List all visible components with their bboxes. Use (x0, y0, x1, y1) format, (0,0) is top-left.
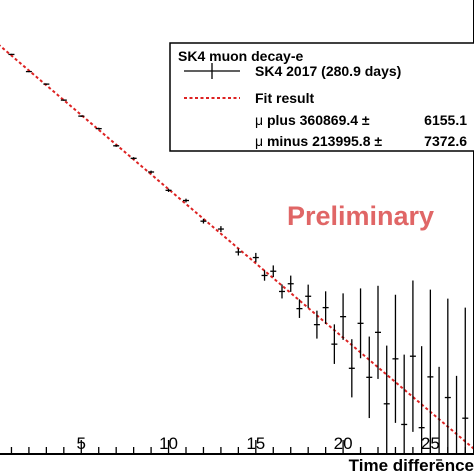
x-tick-label: 10 (159, 434, 178, 453)
mu-minus-text: minus 213995.8 ± (263, 133, 382, 149)
x-tick-label: 25 (421, 434, 440, 453)
legend-box (169, 42, 474, 152)
legend-entry-fit: Fit result (184, 90, 314, 106)
fit-curve-layer (0, 44, 474, 450)
mu-plus-text: plus 360869.4 ± (263, 112, 370, 128)
preliminary-annotation: Preliminary (287, 201, 434, 231)
legend-mu-plus: μ plus 360869.4 ± (255, 112, 370, 128)
x-axis-title: Time difference (349, 456, 474, 474)
fit-curve (0, 44, 474, 450)
legend-fit-label: Fit result (255, 90, 314, 106)
x-axis-ticks: 5 10 15 20 25 (10, 434, 466, 454)
legend-title: SK4 muon decay-e (178, 48, 303, 64)
data-points-layer (8, 53, 469, 461)
mu-minus-symbol: μ (255, 133, 263, 149)
legend-mu-minus-error: 7372.6 (424, 133, 467, 149)
legend-data-label: SK4 2017 (280.9 days) (255, 63, 401, 79)
legend-mu-plus-error: 6155.1 (424, 112, 467, 128)
x-tick-label: 20 (334, 434, 353, 453)
legend-mu-minus: μ minus 213995.8 ± (255, 133, 382, 149)
plot-frame (0, 0, 474, 455)
x-tick-label: 15 (246, 434, 265, 453)
mu-plus-symbol: μ (255, 112, 263, 128)
legend: SK4 muon decay-e SK4 2017 (280.9 days) F… (169, 42, 474, 152)
legend-entry-data: SK4 2017 (280.9 days) (184, 63, 401, 79)
x-tick-label: 5 (77, 434, 86, 453)
